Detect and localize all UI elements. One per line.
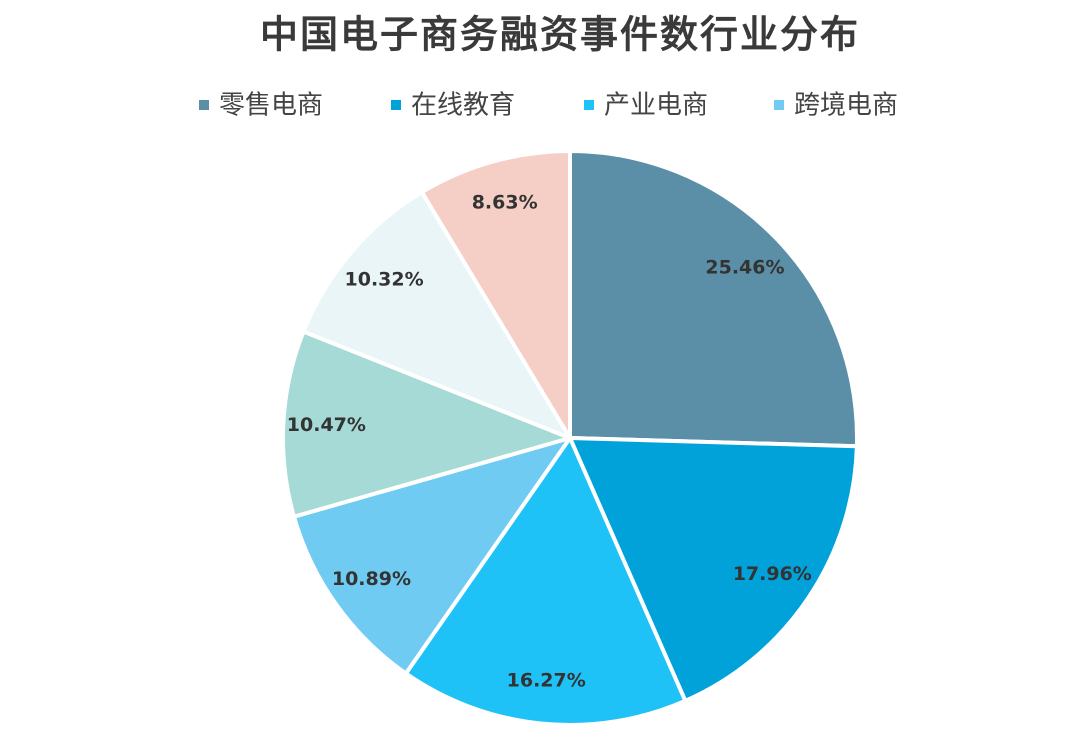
legend-swatch — [391, 100, 401, 110]
data-label: 10.47% — [287, 414, 366, 436]
legend-label: 在线教育 — [411, 91, 515, 121]
data-label: 10.89% — [332, 568, 411, 590]
pie-slice — [301, 190, 572, 440]
chart-title: 中国电子商务融资事件数行业分布 — [260, 12, 860, 57]
data-label: 10.32% — [345, 269, 424, 291]
legend-swatch — [584, 100, 594, 110]
pie-slice — [568, 149, 859, 449]
pie-slice — [568, 436, 859, 703]
legend-label: 跨境电商 — [794, 91, 898, 121]
pie-slice — [281, 329, 572, 519]
pie-slice — [403, 436, 688, 727]
legend-label: 产业电商 — [604, 91, 708, 121]
data-label: 8.63% — [472, 191, 538, 213]
pie-slice — [419, 149, 572, 440]
legend-label: 零售电商 — [219, 91, 323, 121]
pie-slice — [291, 436, 572, 676]
legend-swatch — [199, 100, 209, 110]
legend-swatch — [774, 100, 784, 110]
data-label: 25.46% — [705, 257, 784, 279]
data-label: 16.27% — [507, 669, 586, 691]
data-label: 17.96% — [733, 563, 812, 585]
